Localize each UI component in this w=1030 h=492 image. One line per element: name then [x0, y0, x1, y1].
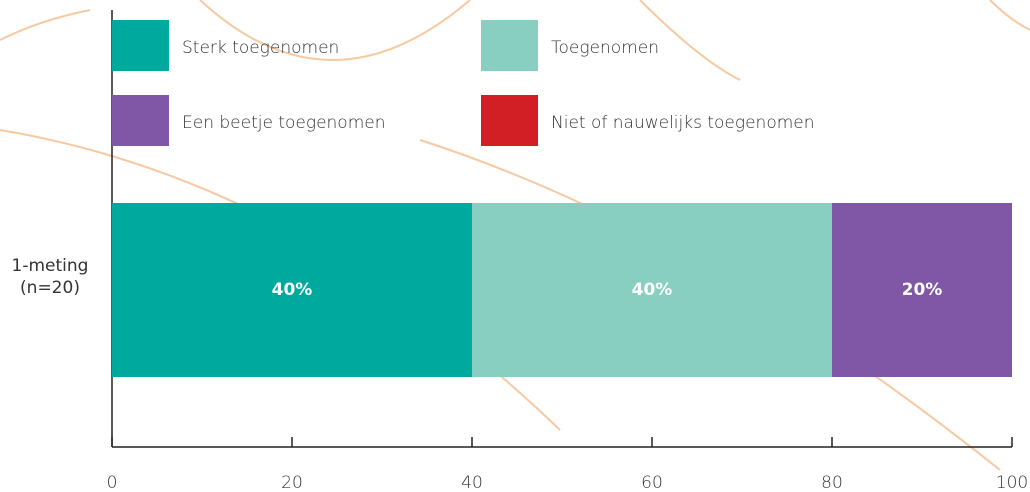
x-tick-label: 100	[996, 473, 1028, 492]
x-tick-label: 20	[281, 473, 303, 492]
x-tick-label: 60	[641, 473, 663, 492]
legend-swatch	[481, 95, 538, 146]
x-tick-label: 40	[461, 473, 483, 492]
category-label: 1-meting (n=20)	[11, 256, 89, 298]
data-label: 40%	[632, 280, 673, 300]
bar-segment	[112, 203, 472, 377]
bar-segment	[472, 203, 832, 377]
legend-swatch	[112, 20, 169, 71]
legend-label: Sterk toegenomen	[182, 38, 339, 58]
legend-label: Niet of nauwelijks toegenomen	[551, 113, 815, 133]
data-label: 40%	[272, 280, 313, 300]
legend-label: Toegenomen	[551, 38, 659, 58]
legend-label: Een beetje toegenomen	[182, 113, 386, 133]
x-tick-label: 80	[821, 473, 843, 492]
data-label: 20%	[902, 280, 943, 300]
bar-segment	[832, 203, 1012, 377]
legend-swatch	[112, 95, 169, 146]
legend-swatch	[481, 20, 538, 71]
x-tick-label: 0	[107, 473, 118, 492]
